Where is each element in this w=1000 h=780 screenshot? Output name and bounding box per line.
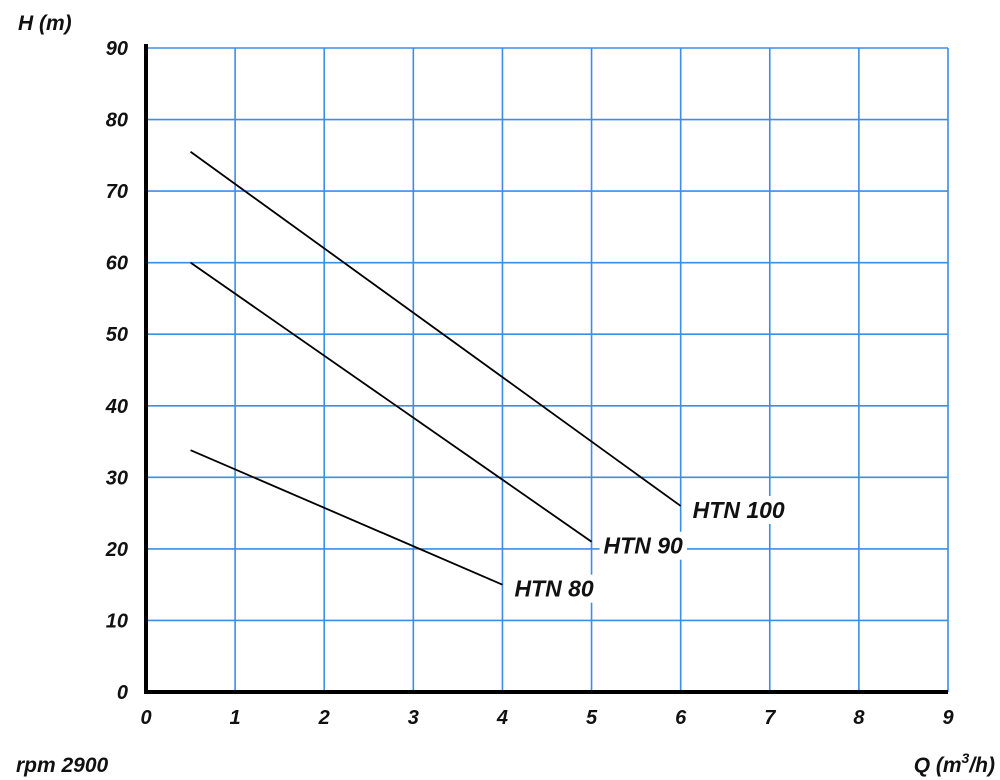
series-line: [190, 151, 682, 507]
grid-lines: [146, 47, 949, 692]
y-tick-label: 80: [106, 110, 128, 132]
x-tick-label: 0: [140, 707, 151, 729]
x-axis-title-rest: /h): [968, 754, 995, 777]
x-tick-label: 9: [942, 707, 954, 729]
y-tick-label: 40: [105, 396, 128, 418]
series-label-bg: [510, 574, 598, 603]
x-axis-title-main: Q (m: [914, 754, 962, 777]
x-tick-label: 3: [408, 707, 419, 729]
series-label: HTN 100: [693, 497, 785, 523]
x-tick-label: 8: [853, 707, 865, 729]
x-tick-label: 4: [496, 707, 508, 729]
x-tick-label: 2: [318, 707, 330, 729]
y-tick-label: 10: [106, 610, 128, 632]
y-tick-label: 90: [106, 38, 128, 60]
axes: [144, 44, 948, 694]
x-tick-label: 1: [230, 707, 241, 729]
series-line: [190, 261, 593, 543]
series-label: HTN 90: [604, 533, 683, 559]
series-labels: HTN 100 HTN 90 HTN 80: [510, 495, 789, 603]
y-tick-label: 60: [106, 253, 128, 275]
series-label-bg: [688, 495, 789, 524]
y-tick-label: 30: [106, 467, 128, 489]
y-tick-labels: 0 10 20 30 40 50 60 70 80 90: [105, 38, 128, 704]
y-tick-label: 50: [106, 324, 128, 346]
series-lines: [190, 151, 682, 586]
y-axis-title: H (m): [18, 12, 72, 35]
x-tick-labels: 0 1 2 3 4 5 6 7 8 9: [140, 707, 954, 729]
series-line: [190, 449, 503, 586]
x-tick-label: 5: [586, 707, 598, 729]
x-axis-title: Q (m3/h): [914, 750, 995, 777]
series-label: HTN 80: [514, 576, 593, 602]
y-tick-label: 20: [105, 539, 128, 561]
y-tick-label: 70: [106, 181, 128, 203]
y-tick-label: 0: [117, 682, 128, 704]
x-tick-label: 7: [764, 707, 776, 729]
x-tick-label: 6: [675, 707, 687, 729]
series-label-bg: [599, 531, 688, 560]
x-axis-title-sup: 3: [962, 750, 970, 766]
rpm-note: rpm 2900: [16, 754, 109, 777]
